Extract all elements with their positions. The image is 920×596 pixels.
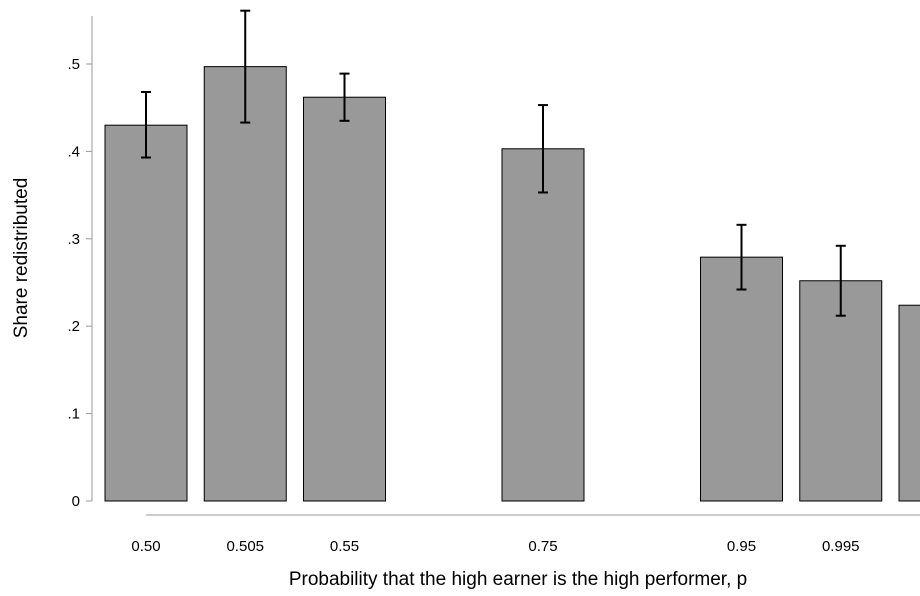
x-tick-label: 0.75 [528, 538, 557, 555]
y-axis: 0 .1 .2 .3 .4 .5 [67, 16, 93, 510]
error-bars [141, 9, 846, 317]
x-tick-label: 0.50 [131, 538, 160, 555]
bar [799, 280, 883, 502]
error-bar [240, 9, 251, 124]
y-tick-label: .3 [67, 231, 80, 248]
error-bar [538, 104, 548, 194]
bar [303, 96, 386, 502]
x-axis-title: Probability that the high earner is the … [289, 569, 747, 590]
y-tick-label: .1 [67, 406, 80, 423]
bar [501, 148, 585, 502]
y-tick-label: .4 [67, 143, 80, 160]
bar [203, 66, 287, 502]
error-bar [339, 72, 350, 122]
error-bar [141, 90, 151, 159]
x-tick-label: 0.505 [226, 538, 264, 555]
bars [104, 66, 920, 502]
bar [104, 124, 188, 502]
x-tick-label: 0.95 [727, 538, 756, 555]
error-bar [736, 223, 747, 291]
bar [898, 304, 920, 502]
y-axis-title: Share redistributed [11, 178, 32, 339]
x-tick-label: 0.55 [330, 538, 359, 555]
bar [700, 256, 783, 502]
x-tick-label: 0.995 [822, 538, 860, 555]
y-tick-label: .5 [67, 56, 80, 73]
y-tick-label: 0 [72, 493, 80, 510]
y-tick-label: .2 [67, 318, 80, 335]
error-bar [835, 244, 846, 317]
